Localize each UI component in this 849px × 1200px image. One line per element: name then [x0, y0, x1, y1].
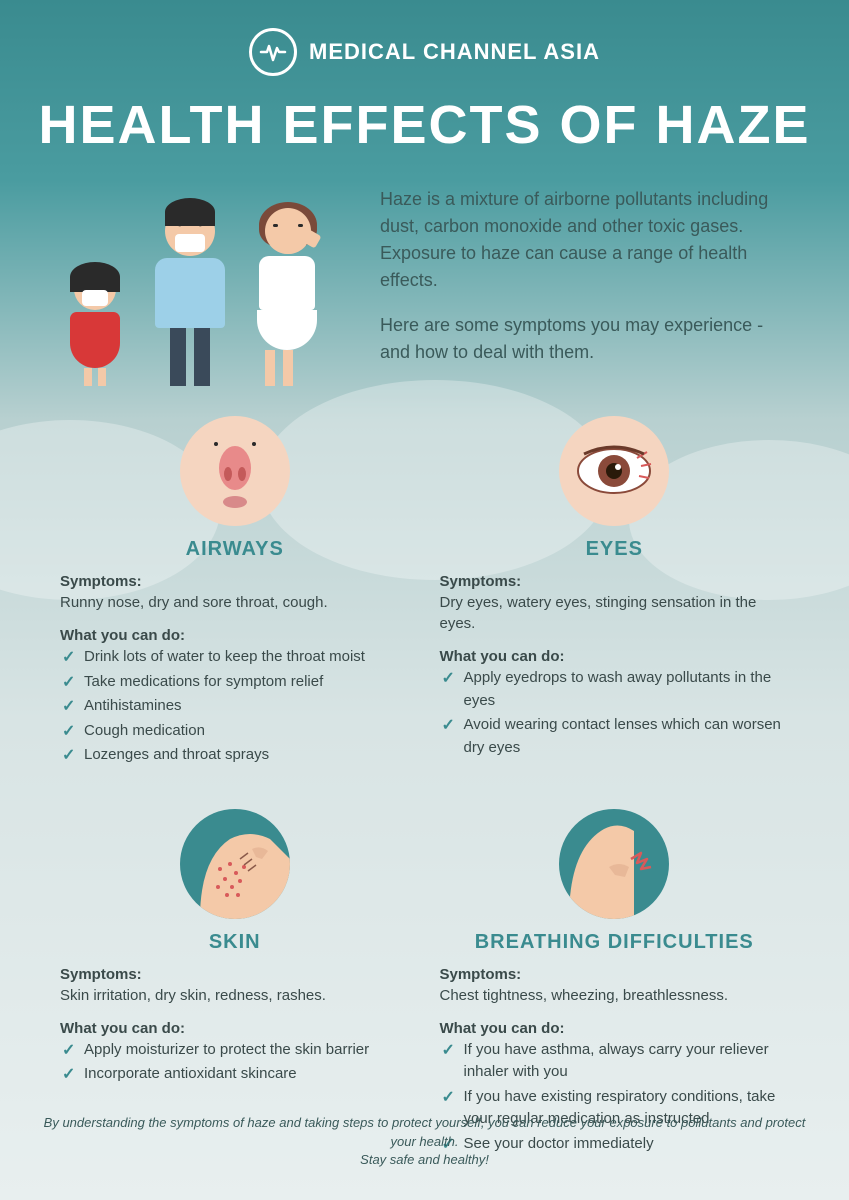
list-item: Lozenges and throat sprays — [60, 744, 410, 767]
list-item: Avoid wearing contact lenses which can w… — [440, 714, 790, 759]
sections-grid: AIRWAYS Symptoms: Runny nose, dry and so… — [0, 416, 849, 1187]
actions-label: What you can do: — [60, 1020, 410, 1037]
section-eyes: EYES Symptoms: Dry eyes, watery eyes, st… — [440, 416, 790, 769]
symptoms-label: Symptoms: — [60, 966, 410, 983]
airways-actions: Drink lots of water to keep the throat m… — [60, 646, 410, 767]
footer-line2: Stay safe and healthy! — [40, 1151, 809, 1169]
list-item: Cough medication — [60, 720, 410, 743]
brand-text: MEDICAL CHANNEL ASIA — [309, 39, 600, 65]
symptoms-label: Symptoms: — [440, 966, 790, 983]
family-illustration — [50, 176, 360, 386]
breathing-icon — [559, 809, 669, 919]
list-item: Drink lots of water to keep the throat m… — [60, 646, 410, 669]
intro-p1: Haze is a mixture of airborne pollutants… — [380, 186, 789, 294]
logo-icon — [249, 28, 297, 76]
list-item: Apply eyedrops to wash away pollutants i… — [440, 667, 790, 712]
list-item: Take medications for symptom relief — [60, 671, 410, 694]
breathing-title: BREATHING DIFFICULTIES — [440, 931, 790, 954]
footer-line1: By understanding the symptoms of haze an… — [40, 1114, 809, 1150]
skin-actions: Apply moisturizer to protect the skin ba… — [60, 1039, 410, 1086]
skin-title: SKIN — [60, 931, 410, 954]
list-item: Incorporate antioxidant skincare — [60, 1063, 410, 1086]
eyes-symptoms: Dry eyes, watery eyes, stinging sensatio… — [440, 592, 790, 634]
header: MEDICAL CHANNEL ASIA HEALTH EFFECTS OF H… — [0, 0, 849, 156]
intro-p2: Here are some symptoms you may experienc… — [380, 312, 789, 366]
breathing-symptoms: Chest tightness, wheezing, breathlessnes… — [440, 985, 790, 1006]
airways-title: AIRWAYS — [60, 538, 410, 561]
actions-label: What you can do: — [440, 1020, 790, 1037]
page-title: HEALTH EFFECTS OF HAZE — [0, 94, 849, 156]
skin-symptoms: Skin irritation, dry skin, redness, rash… — [60, 985, 410, 1006]
intro-text: Haze is a mixture of airborne pollutants… — [380, 176, 789, 384]
eyes-actions: Apply eyedrops to wash away pollutants i… — [440, 667, 790, 759]
brand-row: MEDICAL CHANNEL ASIA — [0, 28, 849, 76]
list-item: If you have asthma, always carry your re… — [440, 1039, 790, 1084]
footer: By understanding the symptoms of haze an… — [0, 1114, 849, 1169]
actions-label: What you can do: — [60, 627, 410, 644]
section-breathing: BREATHING DIFFICULTIES Symptoms: Chest t… — [440, 809, 790, 1158]
eyes-icon — [559, 416, 669, 526]
actions-label: What you can do: — [440, 648, 790, 665]
airways-icon — [180, 416, 290, 526]
list-item: Apply moisturizer to protect the skin ba… — [60, 1039, 410, 1062]
symptoms-label: Symptoms: — [60, 573, 410, 590]
symptoms-label: Symptoms: — [440, 573, 790, 590]
section-skin: SKIN Symptoms: Skin irritation, dry skin… — [60, 809, 410, 1158]
airways-symptoms: Runny nose, dry and sore throat, cough. — [60, 592, 410, 613]
list-item: Antihistamines — [60, 695, 410, 718]
eyes-title: EYES — [440, 538, 790, 561]
skin-icon — [180, 809, 290, 919]
intro-section: Haze is a mixture of airborne pollutants… — [0, 156, 849, 416]
section-airways: AIRWAYS Symptoms: Runny nose, dry and so… — [60, 416, 410, 769]
